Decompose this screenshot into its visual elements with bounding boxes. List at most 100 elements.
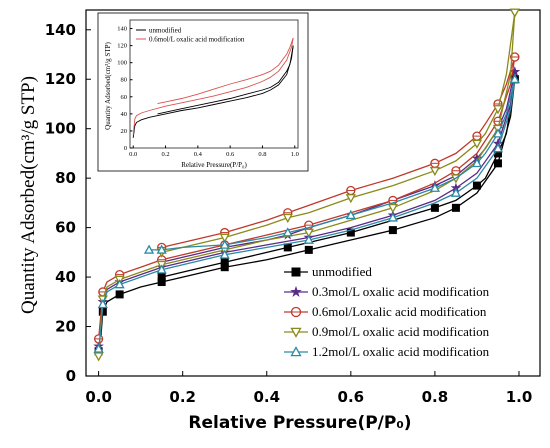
series-1-2mol-l-oxalic-acid-modification-point [450, 187, 462, 197]
series-1-2mol-l-oxalic-acid-modification-point [492, 143, 504, 153]
legend-marker [290, 285, 302, 297]
series-1-2mol-l-oxalic-acid-modification-point [219, 249, 230, 259]
series-0-6mol-loxalic-acid-modification-desorption-line [161, 56, 516, 249]
series-1-2mol-l-oxalic-acid-modification-point [156, 244, 167, 254]
series-0-9mol-l-oxalic-acid-modification-point [219, 233, 230, 243]
legend-label: 1.2mol/L oxalic acid modification [312, 344, 490, 359]
inset-legend-label: unmodified [149, 27, 182, 35]
series-unmodified-point [220, 263, 229, 272]
inset-axis-ticks: 0.0 0.2 0.4 0.6 0.8 1.0 0 20 40 60 80 100 120 140 [117, 26, 299, 158]
y-tick-label: 120 [45, 70, 76, 88]
y-tick-label: 20 [55, 318, 76, 336]
series-0-9mol-l-oxalic-acid-modification-point [471, 139, 483, 149]
series-0-6mol-l-oxalic-acid-modification-desorption-line [157, 37, 294, 105]
x-axis-title: Relative Pressure(P/P₀) [188, 413, 411, 433]
series-1-2mol-l-oxalic-acid-modification-point [345, 209, 356, 220]
series-1-2mol-l-oxalic-acid-modification-point [143, 244, 155, 254]
x-tick-label: 1.0 [506, 388, 533, 406]
y-tick-label: 100 [117, 60, 127, 67]
y-tick-label: 60 [121, 94, 128, 101]
y-axis-title: Quantity Adsorbed(cm³/g STP) [18, 76, 39, 314]
series-0-6mol-loxalic-acid-modification-adsorption-line [97, 56, 516, 339]
series-1-2mol-l-oxalic-acid-modification-point [97, 298, 108, 309]
series-1-2mol-l-oxalic-acid-modification-point [509, 73, 520, 84]
series-1-2mol-l-oxalic-acid-modification-point [492, 128, 504, 138]
inset-chart: 0.0 0.2 0.4 0.6 0.8 1.0 0 20 40 60 80 100 120 140 Rel… [97, 12, 309, 172]
y-tick-label: 80 [55, 169, 76, 187]
legend-marker [290, 327, 302, 338]
series-unmodified-point [430, 203, 439, 212]
series-0-9mol-l-oxalic-acid-modification-point [492, 105, 504, 115]
series-unmodified-point [493, 159, 502, 168]
series-0-9mol-l-oxalic-acid-modification-point [303, 228, 314, 238]
series-1-2mol-l-oxalic-acid-modification-point [114, 279, 125, 289]
legend-label: unmodified [312, 264, 372, 279]
series-0-9mol-l-oxalic-acid-modification-point [282, 213, 293, 224]
y-tick-label: 20 [121, 128, 128, 135]
series-unmodified-point [157, 273, 166, 282]
y-tick-label: 0 [66, 367, 76, 385]
legend-label: 0.6mol/Loxalic acid modification [312, 304, 487, 319]
series-0-9mol-l-oxalic-acid-modification-point [429, 166, 441, 177]
series-unmodified-point [157, 278, 166, 287]
x-tick-label: 0.6 [226, 151, 235, 158]
legend-marker [290, 346, 302, 357]
series-1-2mol-l-oxalic-acid-modification-point [387, 212, 398, 222]
y-tick-label: 40 [121, 111, 128, 118]
series-unmodified-point [115, 290, 124, 299]
inset-x-axis-title: Relative Pressure(P/P₀) [181, 161, 247, 169]
x-tick-label: 0.0 [129, 151, 137, 158]
series-0-9mol-l-oxalic-acid-modification-point [93, 352, 104, 362]
inset-plot-frame [129, 19, 299, 149]
series-0-6mol-l-oxalic-acid-modification-adsorption-line [132, 37, 294, 136]
legend-label: 0.9mol/L oxalic acid modification [312, 324, 490, 339]
y-tick-label: 140 [45, 21, 76, 39]
series-unmodified-point [451, 203, 460, 212]
series-0-9mol-l-oxalic-acid-modification-point [387, 203, 398, 214]
x-tick-label: 0.0 [85, 388, 112, 406]
inset-series-layer [132, 37, 294, 138]
main-legend: unmodified 0.3mol/L oxalic acid modificat… [284, 264, 490, 359]
y-tick-label: 120 [117, 43, 127, 50]
series-1-2mol-l-oxalic-acid-modification-point [282, 227, 293, 237]
y-tick-label: 60 [55, 219, 76, 237]
y-tick-label: 100 [45, 120, 76, 138]
series-unmodified-point [388, 226, 397, 235]
series-1-2mol-l-oxalic-acid-modification-point [303, 234, 314, 244]
x-tick-label: 1.0 [291, 151, 299, 158]
series-unmodified-point [346, 228, 355, 237]
legend-label: 0.3mol/L oxalic acid modification [312, 284, 490, 299]
x-tick-label: 0.8 [422, 388, 449, 406]
series-unmodified-point [220, 258, 229, 267]
series-unmodified-point [493, 149, 502, 158]
x-tick-label: 0.2 [169, 388, 196, 406]
x-tick-label: 0.8 [258, 151, 266, 158]
inset-legend-label: 0.6mol/L oxalic acid modification [149, 36, 245, 44]
main-plot-frame [85, 9, 541, 377]
series-1-2mol-l-oxalic-acid-modification-desorption-line [149, 79, 516, 251]
inset-background [97, 12, 309, 172]
series-1-2mol-l-oxalic-acid-modification-point [429, 182, 441, 192]
series-unmodified-adsorption-line [132, 45, 294, 138]
series-0-9mol-l-oxalic-acid-modification-point [509, 8, 520, 18]
series-1-2mol-l-oxalic-acid-modification-adsorption-line [97, 79, 516, 349]
x-tick-label: 0.4 [194, 151, 203, 158]
y-tick-label: 80 [121, 77, 128, 84]
x-tick-label: 0.6 [338, 388, 365, 406]
y-tick-label: 40 [55, 268, 76, 286]
series-unmodified-adsorption-line [97, 79, 516, 352]
x-tick-label: 0.2 [161, 151, 169, 158]
x-tick-label: 0.4 [253, 388, 280, 406]
y-tick-label: 140 [117, 26, 127, 33]
series-0-9mol-l-oxalic-acid-modification-desorption-line [161, 12, 516, 254]
series-unmodified-point [283, 243, 292, 252]
series-0-3mol-l-oxalic-acid-modification-adsorption-line [97, 71, 516, 347]
main-series-layer [93, 8, 521, 362]
series-unmodified-point [472, 181, 481, 190]
series-1-2mol-l-oxalic-acid-modification-point [93, 343, 104, 353]
main-axis-ticks: 0.0 0.2 0.4 0.6 0.8 1.0 0 20 40 60 80 100 120 140 [45, 21, 533, 406]
series-1-2mol-l-oxalic-acid-modification-point [219, 239, 230, 249]
y-tick-label: 0 [124, 145, 127, 152]
